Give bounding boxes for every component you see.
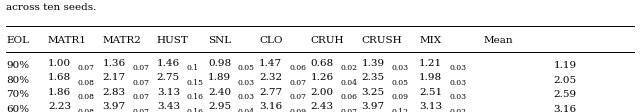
- Text: SNL: SNL: [208, 36, 231, 45]
- Text: 0.06: 0.06: [340, 93, 357, 101]
- Text: 0.03: 0.03: [449, 79, 466, 87]
- Text: 0.07: 0.07: [132, 108, 149, 112]
- Text: Mean: Mean: [483, 36, 513, 45]
- Text: 80%: 80%: [6, 76, 29, 85]
- Text: 0.07: 0.07: [132, 93, 149, 101]
- Text: MIX: MIX: [419, 36, 442, 45]
- Text: 0.07: 0.07: [340, 108, 357, 112]
- Text: 0.05: 0.05: [238, 64, 255, 72]
- Text: 0.68: 0.68: [310, 58, 333, 68]
- Text: 0.07: 0.07: [78, 64, 95, 72]
- Text: 0.07: 0.07: [289, 93, 306, 101]
- Text: 2.43: 2.43: [310, 102, 333, 111]
- Text: 3.43: 3.43: [157, 102, 180, 111]
- Text: 2.75: 2.75: [157, 73, 180, 82]
- Text: 1.98: 1.98: [419, 73, 442, 82]
- Text: 1.68: 1.68: [48, 73, 71, 82]
- Text: 2.51: 2.51: [419, 88, 442, 97]
- Text: 0.02: 0.02: [449, 108, 466, 112]
- Text: 1.46: 1.46: [157, 58, 180, 68]
- Text: 3.25: 3.25: [362, 88, 385, 97]
- Text: 0.04: 0.04: [238, 108, 255, 112]
- Text: 3.97: 3.97: [102, 102, 125, 111]
- Text: MATR1: MATR1: [48, 36, 87, 45]
- Text: 0.03: 0.03: [238, 79, 255, 87]
- Text: 0.09: 0.09: [392, 93, 408, 101]
- Text: 0.07: 0.07: [132, 79, 149, 87]
- Text: 0.16: 0.16: [187, 93, 204, 101]
- Text: 2.23: 2.23: [48, 102, 71, 111]
- Text: 0.15: 0.15: [187, 79, 204, 87]
- Text: 1.47: 1.47: [259, 58, 282, 68]
- Text: 70%: 70%: [6, 90, 29, 99]
- Text: 2.00: 2.00: [310, 88, 333, 97]
- Text: 1.89: 1.89: [208, 73, 231, 82]
- Text: CRUH: CRUH: [310, 36, 344, 45]
- Text: 0.08: 0.08: [78, 79, 95, 87]
- Text: 1.21: 1.21: [419, 58, 442, 68]
- Text: 3.16: 3.16: [259, 102, 282, 111]
- Text: 2.77: 2.77: [259, 88, 282, 97]
- Text: MATR2: MATR2: [102, 36, 141, 45]
- Text: 2.35: 2.35: [362, 73, 385, 82]
- Text: 3.13: 3.13: [157, 88, 180, 97]
- Text: 3.16: 3.16: [554, 105, 577, 112]
- Text: HUST: HUST: [157, 36, 189, 45]
- Text: 0.04: 0.04: [340, 79, 357, 87]
- Text: 0.16: 0.16: [187, 108, 204, 112]
- Text: 2.40: 2.40: [208, 88, 231, 97]
- Text: 3.97: 3.97: [362, 102, 385, 111]
- Text: 0.12: 0.12: [392, 108, 408, 112]
- Text: across ten seeds.: across ten seeds.: [6, 3, 97, 12]
- Text: 3.13: 3.13: [419, 102, 442, 111]
- Text: CLO: CLO: [259, 36, 283, 45]
- Text: 0.05: 0.05: [392, 79, 408, 87]
- Text: 90%: 90%: [6, 61, 29, 70]
- Text: 0.09: 0.09: [289, 108, 306, 112]
- Text: 2.83: 2.83: [102, 88, 125, 97]
- Text: 2.59: 2.59: [554, 90, 577, 99]
- Text: 0.1: 0.1: [187, 64, 199, 72]
- Text: 1.26: 1.26: [310, 73, 333, 82]
- Text: 0.98: 0.98: [208, 58, 231, 68]
- Text: 0.08: 0.08: [78, 108, 95, 112]
- Text: 1.19: 1.19: [554, 61, 577, 70]
- Text: 1.36: 1.36: [102, 58, 125, 68]
- Text: 0.03: 0.03: [449, 93, 466, 101]
- Text: 0.07: 0.07: [132, 64, 149, 72]
- Text: 0.08: 0.08: [78, 93, 95, 101]
- Text: CRUSH: CRUSH: [362, 36, 402, 45]
- Text: 0.02: 0.02: [340, 64, 357, 72]
- Text: EOL: EOL: [6, 36, 29, 45]
- Text: 1.39: 1.39: [362, 58, 385, 68]
- Text: 60%: 60%: [6, 105, 29, 112]
- Text: 0.03: 0.03: [238, 93, 255, 101]
- Text: 2.17: 2.17: [102, 73, 125, 82]
- Text: 0.06: 0.06: [289, 64, 306, 72]
- Text: 0.07: 0.07: [289, 79, 306, 87]
- Text: 0.03: 0.03: [449, 64, 466, 72]
- Text: 1.86: 1.86: [48, 88, 71, 97]
- Text: 2.95: 2.95: [208, 102, 231, 111]
- Text: 1.00: 1.00: [48, 58, 71, 68]
- Text: 2.32: 2.32: [259, 73, 282, 82]
- Text: 2.05: 2.05: [554, 76, 577, 85]
- Text: 0.03: 0.03: [392, 64, 408, 72]
